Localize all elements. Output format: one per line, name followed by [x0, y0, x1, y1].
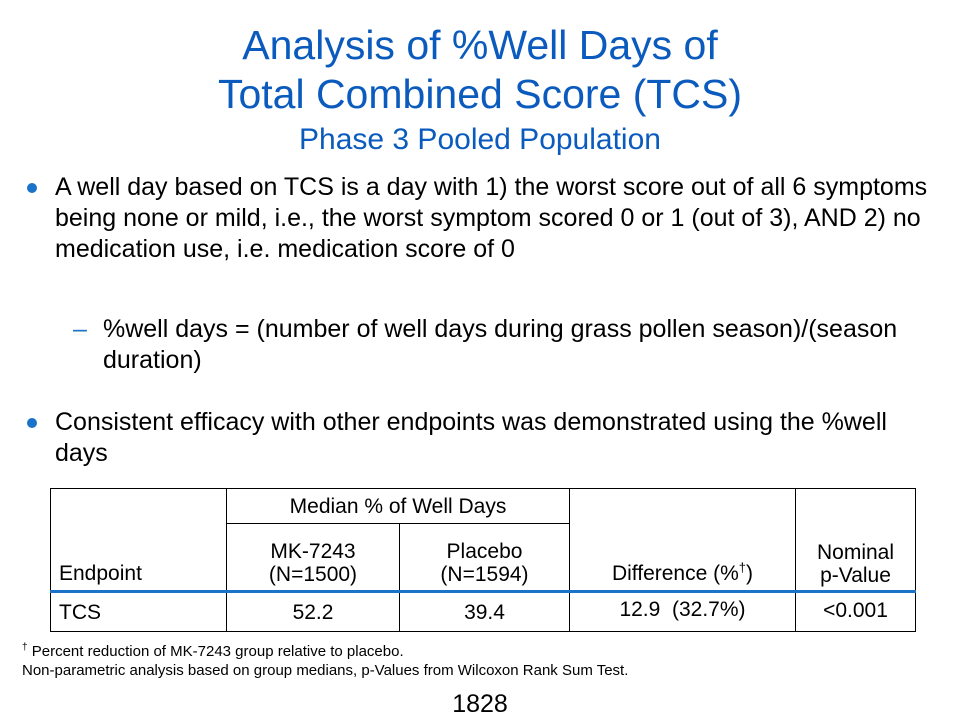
bullet-consistent-efficacy: Consistent efficacy with other endpoints…: [27, 407, 935, 469]
dash-icon: –: [73, 315, 87, 343]
dagger-mark: †: [738, 560, 747, 575]
sub-bullet-text: %well days = (number of well days during…: [103, 315, 898, 374]
cell-placebo: 39.4: [399, 590, 570, 632]
table-row: TCS 52.2 39.4 12.9 (32.7%) <0.001: [50, 590, 916, 632]
footnote-non-parametric: Non-parametric analysis based on group m…: [22, 662, 629, 679]
cell-difference: 12.9 (32.7%): [569, 590, 796, 632]
header-placebo: Placebo (N=1594): [399, 523, 570, 592]
footnote-percent-reduction: † Percent reduction of MK-7243 group rel…: [22, 642, 404, 661]
bullet-dot-icon: [27, 418, 37, 428]
bullet-text: A well day based on TCS is a day with 1)…: [55, 173, 928, 263]
bullet-dot-icon: [27, 183, 37, 193]
sub-bullet-well-days-formula: – %well days = (number of well days duri…: [73, 314, 933, 376]
slide-subtitle: Phase 3 Pooled Population: [299, 123, 661, 156]
bullet-text: Consistent efficacy with other endpoints…: [55, 408, 887, 467]
dagger-mark: †: [22, 642, 28, 653]
cell-p-value: <0.001: [795, 590, 916, 632]
table-header-row-1: Endpoint Median % of Well Days Differenc…: [50, 488, 916, 592]
bullet-well-day-definition: A well day based on TCS is a day with 1)…: [27, 172, 935, 265]
header-mk-7243: MK-7243 (N=1500): [226, 523, 400, 592]
results-table: Endpoint Median % of Well Days Differenc…: [50, 488, 916, 632]
header-difference: Difference (%†): [569, 488, 796, 592]
cell-mk-7243: 52.2: [226, 590, 400, 632]
slide-title-line-1: Analysis of %Well Days of: [242, 22, 718, 68]
table-header-row-2: MK-7243 (N=1500) Placebo (N=1594): [51, 523, 916, 592]
cell-endpoint: TCS: [50, 590, 227, 632]
page-number: 1828: [452, 690, 508, 718]
header-median-well-days: Median % of Well Days: [226, 488, 570, 524]
header-nominal-p-value: Nominal p-Value: [795, 488, 916, 592]
slide-title-line-2: Total Combined Score (TCS): [217, 71, 743, 117]
header-endpoint: Endpoint: [50, 488, 227, 592]
